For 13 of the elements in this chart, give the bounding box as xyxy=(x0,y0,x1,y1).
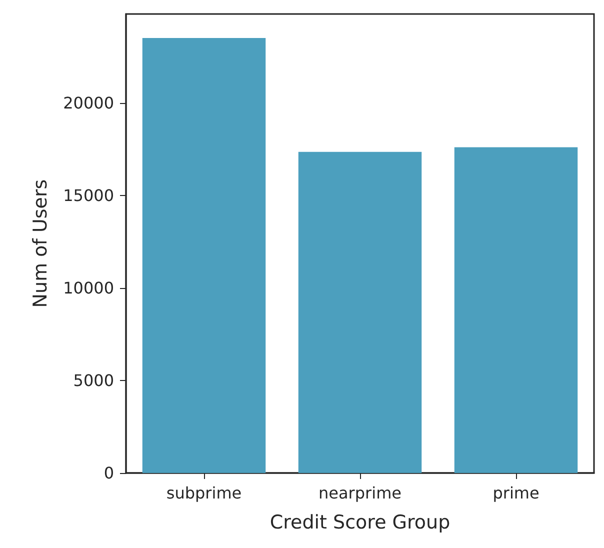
x-tick-label: nearprime xyxy=(318,484,402,502)
y-tick-label: 10000 xyxy=(63,278,114,298)
y-axis-title: Num of Users xyxy=(30,179,52,308)
y-tick-label: 5000 xyxy=(73,370,114,390)
bar xyxy=(454,147,578,473)
bar xyxy=(298,152,422,473)
y-tick-label: 15000 xyxy=(63,186,114,205)
bar xyxy=(142,38,266,473)
y-tick-label: 0 xyxy=(104,464,114,482)
x-axis-title: Credit Score Group xyxy=(270,512,450,534)
y-tick-label: 20000 xyxy=(63,93,114,112)
x-tick-label: subprime xyxy=(166,484,242,502)
x-tick-label: prime xyxy=(492,484,540,502)
